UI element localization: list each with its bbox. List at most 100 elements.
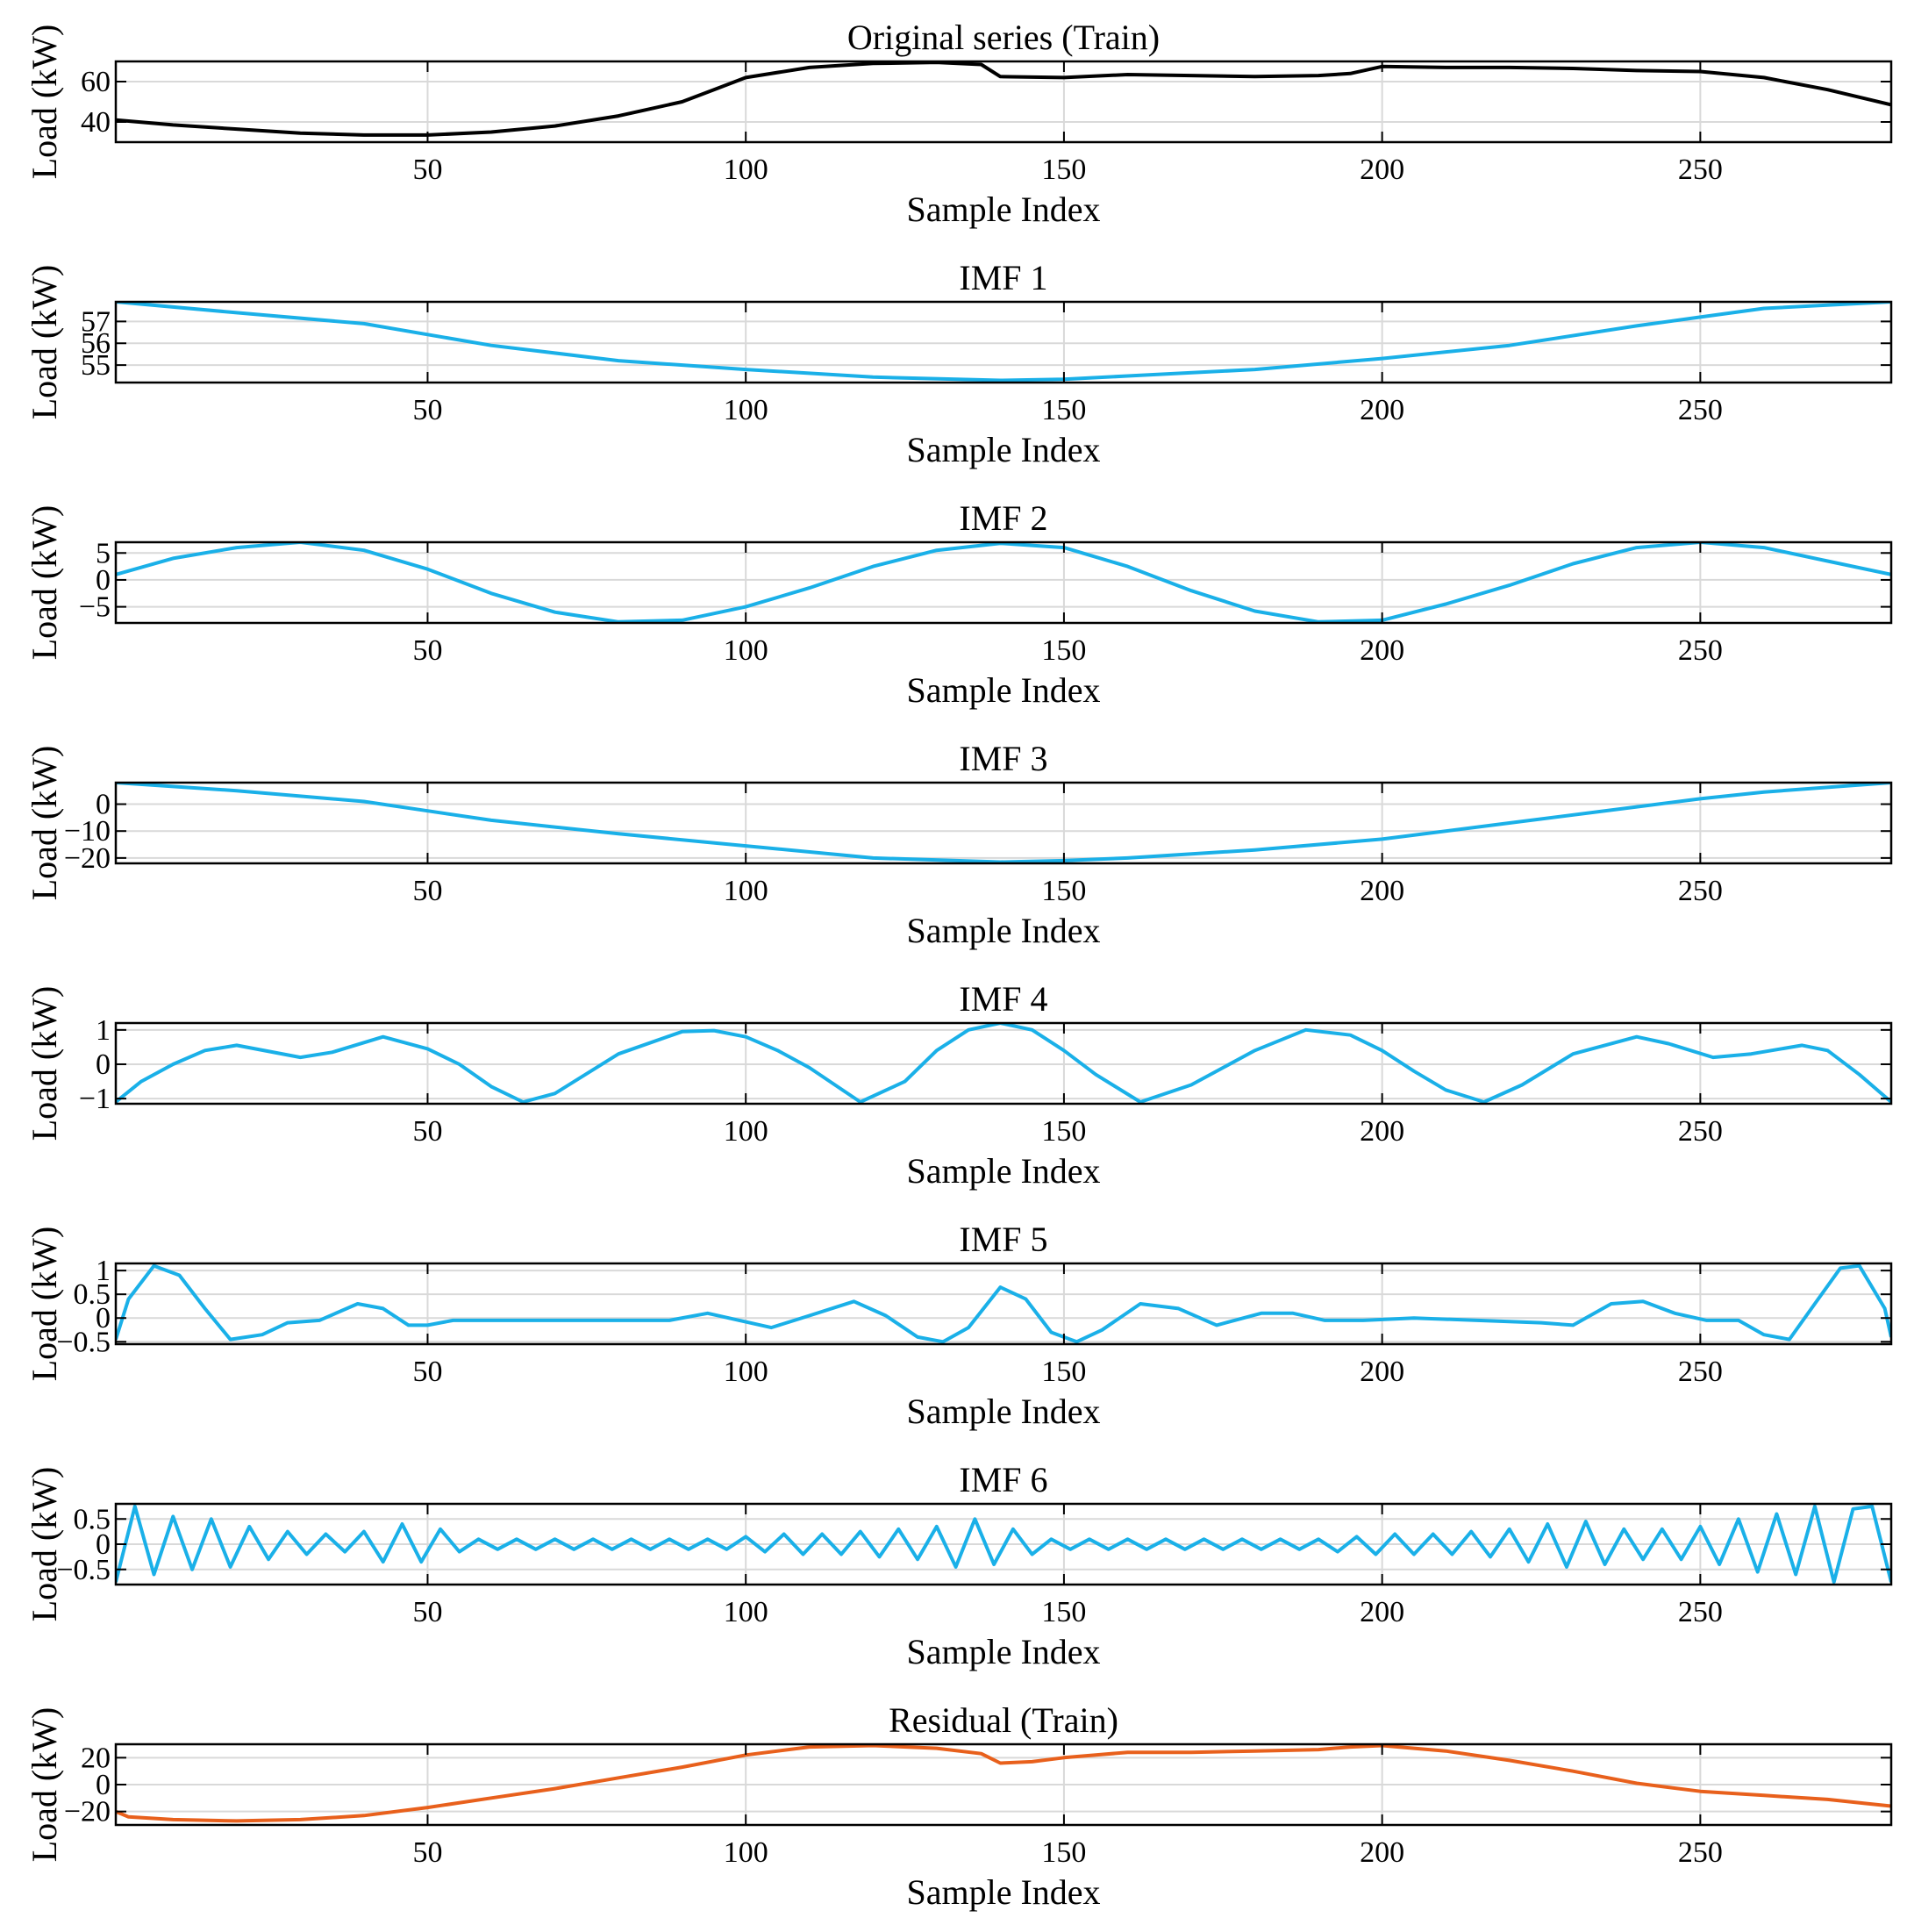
series-line <box>116 1504 1891 1585</box>
y-tick-label: −0.5 <box>56 1554 111 1586</box>
y-tick-label: 20 <box>81 1742 111 1774</box>
subplot-title: IMF 6 <box>959 1460 1047 1499</box>
x-tick-label: 150 <box>1041 1596 1086 1628</box>
y-tick-label: 0.5 <box>74 1278 111 1311</box>
y-tick-label: 0 <box>96 789 111 821</box>
axes-box <box>114 540 1893 625</box>
x-tick-label: 100 <box>724 1115 768 1148</box>
y-tick-label: 55 <box>81 349 111 382</box>
x-tick-label: 250 <box>1678 154 1723 186</box>
y-axis-label: Load (kW) <box>25 746 64 901</box>
x-axis-label: Sample Index <box>906 1632 1100 1671</box>
y-axis-label: Load (kW) <box>25 1227 64 1382</box>
x-tick-label: 200 <box>1360 1836 1404 1869</box>
y-axis-label: Load (kW) <box>25 505 64 661</box>
subplot-title: Original series (Train) <box>847 18 1160 57</box>
y-axis-label: Load (kW) <box>25 986 64 1141</box>
x-tick-label: 100 <box>724 1356 768 1388</box>
x-axis-label: Sample Index <box>906 1392 1100 1431</box>
x-tick-label: 50 <box>412 875 442 907</box>
x-axis-label: Sample Index <box>906 911 1100 950</box>
series-line <box>116 1023 1891 1104</box>
y-tick-label: −10 <box>64 815 111 848</box>
x-tick-label: 50 <box>412 154 442 186</box>
x-axis-label: Sample Index <box>906 190 1100 229</box>
x-tick-label: 150 <box>1041 1356 1086 1388</box>
y-tick-label: −5 <box>79 591 111 624</box>
x-tick-label: 100 <box>724 154 768 186</box>
axes-box <box>114 781 1893 865</box>
x-axis-label: Sample Index <box>906 1151 1100 1191</box>
x-tick-label: 50 <box>412 1836 442 1869</box>
y-tick-label: 1 <box>96 1255 111 1287</box>
x-tick-label: 250 <box>1678 1836 1723 1869</box>
y-tick-label: 0 <box>96 1528 111 1561</box>
x-tick-label: 150 <box>1041 394 1086 426</box>
subplot-4: 50 100 150 200 250 −20−100 IMF 3 Sample Index Lo… <box>25 739 1893 950</box>
x-tick-label: 250 <box>1678 1596 1723 1628</box>
series-line <box>116 1744 1891 1823</box>
x-tick-label: 200 <box>1360 875 1404 907</box>
subplot-7: 50 100 150 200 250 −0.500.5 IMF 6 Sample Index L… <box>25 1460 1893 1671</box>
subplot-title: IMF 1 <box>959 258 1047 297</box>
y-tick-label: −0.5 <box>56 1326 111 1358</box>
subplot-title: IMF 4 <box>959 979 1047 1019</box>
x-axis-label: Sample Index <box>906 430 1100 469</box>
x-tick-label: 100 <box>724 875 768 907</box>
y-tick-label: 5 <box>96 537 111 569</box>
x-tick-label: 50 <box>412 394 442 426</box>
x-tick-label: 150 <box>1041 154 1086 186</box>
y-tick-label: 57 <box>81 305 111 338</box>
series-line <box>116 542 1891 623</box>
x-tick-label: 200 <box>1360 1115 1404 1148</box>
y-axis-label: Load (kW) <box>25 25 64 180</box>
x-tick-label: 100 <box>724 1596 768 1628</box>
y-axis-label: Load (kW) <box>25 1467 64 1622</box>
subplot-title: IMF 3 <box>959 739 1047 778</box>
x-tick-label: 250 <box>1678 875 1723 907</box>
x-tick-label: 150 <box>1041 1115 1086 1148</box>
y-tick-label: 0 <box>96 564 111 597</box>
x-tick-label: 250 <box>1678 1356 1723 1388</box>
subplot-1: 50 100 150 200 250 40 60 Original series (Train… <box>25 18 1893 229</box>
series-line <box>116 302 1891 383</box>
subplot-title: IMF 5 <box>959 1220 1047 1259</box>
y-tick-label: 0 <box>96 1302 111 1335</box>
x-tick-label: 100 <box>724 394 768 426</box>
x-tick-label: 100 <box>724 634 768 667</box>
x-tick-label: 200 <box>1360 154 1404 186</box>
y-tick-label: 0 <box>96 1769 111 1801</box>
subplot-5: 50 100 150 200 250 −101 IMF 4 Sample Index Load … <box>25 979 1893 1191</box>
x-tick-label: 200 <box>1360 1356 1404 1388</box>
y-tick-label: 1 <box>96 1014 111 1047</box>
y-tick-label: −20 <box>64 842 111 875</box>
axes-box <box>114 1262 1893 1346</box>
y-tick-label: 40 <box>81 106 111 139</box>
x-tick-label: 50 <box>412 1596 442 1628</box>
axes-box <box>114 300 1893 384</box>
y-axis-label: Load (kW) <box>25 265 64 420</box>
y-tick-label: 56 <box>81 327 111 360</box>
series-line <box>116 783 1891 863</box>
x-tick-label: 150 <box>1041 875 1086 907</box>
x-tick-label: 150 <box>1041 1836 1086 1869</box>
subplot-title: IMF 2 <box>959 498 1047 538</box>
x-tick-label: 200 <box>1360 1596 1404 1628</box>
y-axis-label: Load (kW) <box>25 1707 64 1863</box>
x-tick-label: 200 <box>1360 634 1404 667</box>
series-line <box>116 1263 1891 1344</box>
axes-box <box>114 60 1893 144</box>
x-tick-label: 250 <box>1678 1115 1723 1148</box>
y-tick-label: 60 <box>81 66 111 98</box>
y-tick-label: −1 <box>79 1083 111 1115</box>
subplot-6: 50 100 150 200 250 −0.500.51 IMF 5 Sample Index… <box>25 1220 1893 1431</box>
x-axis-label: Sample Index <box>906 670 1100 710</box>
y-tick-label: 0.5 <box>74 1503 111 1535</box>
x-tick-label: 250 <box>1678 634 1723 667</box>
x-tick-label: 50 <box>412 1356 442 1388</box>
x-tick-label: 50 <box>412 1115 442 1148</box>
